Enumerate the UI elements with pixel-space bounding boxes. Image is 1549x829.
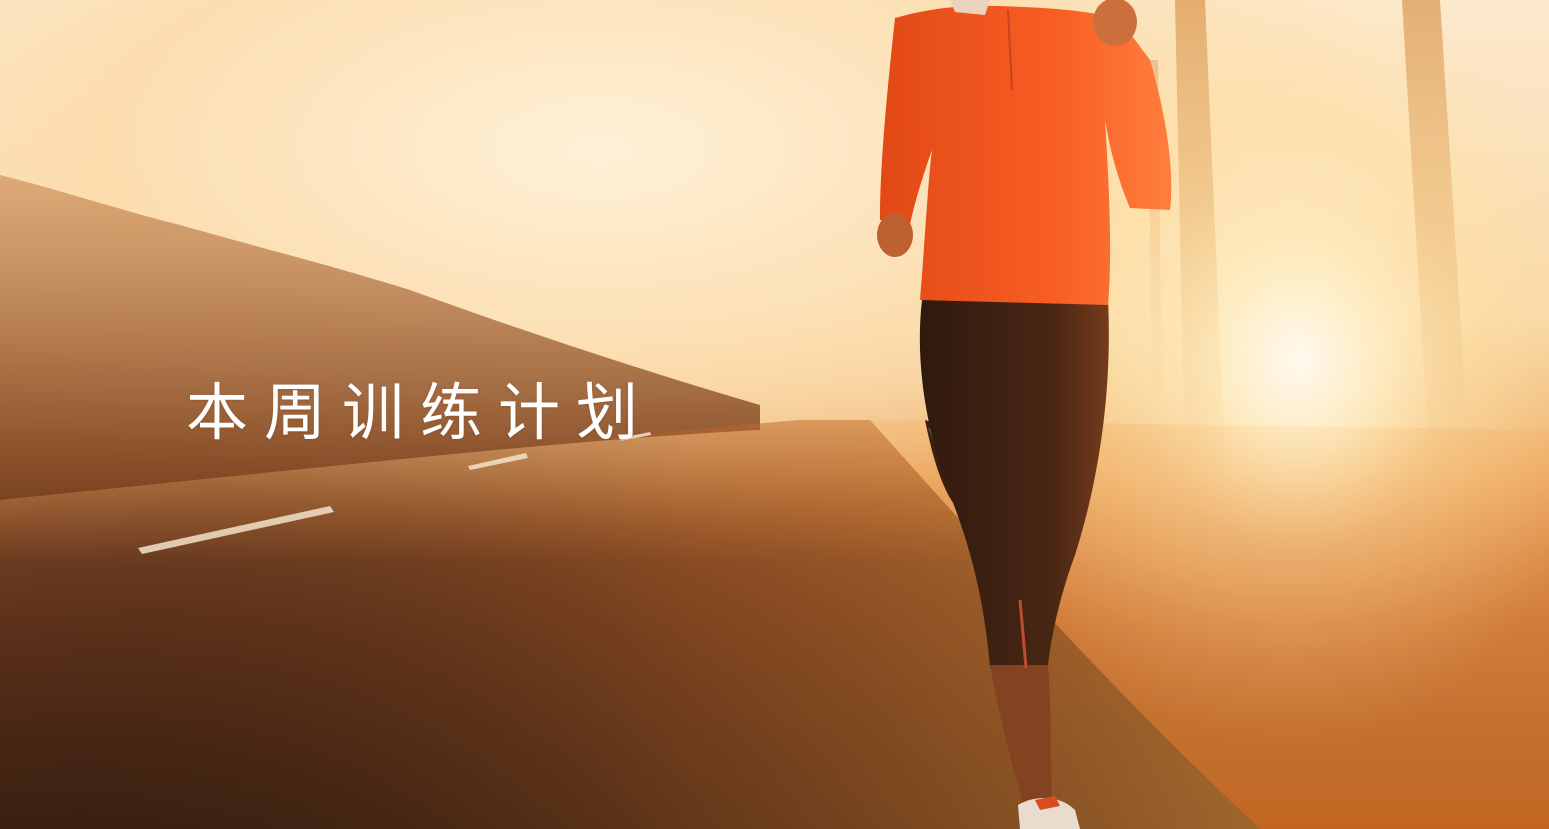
lane-markings xyxy=(138,432,651,554)
sun-glow xyxy=(1130,170,1470,550)
roadside-hill xyxy=(0,175,760,500)
runner xyxy=(877,0,1172,829)
page-title: 本周训练计划 xyxy=(186,376,655,449)
